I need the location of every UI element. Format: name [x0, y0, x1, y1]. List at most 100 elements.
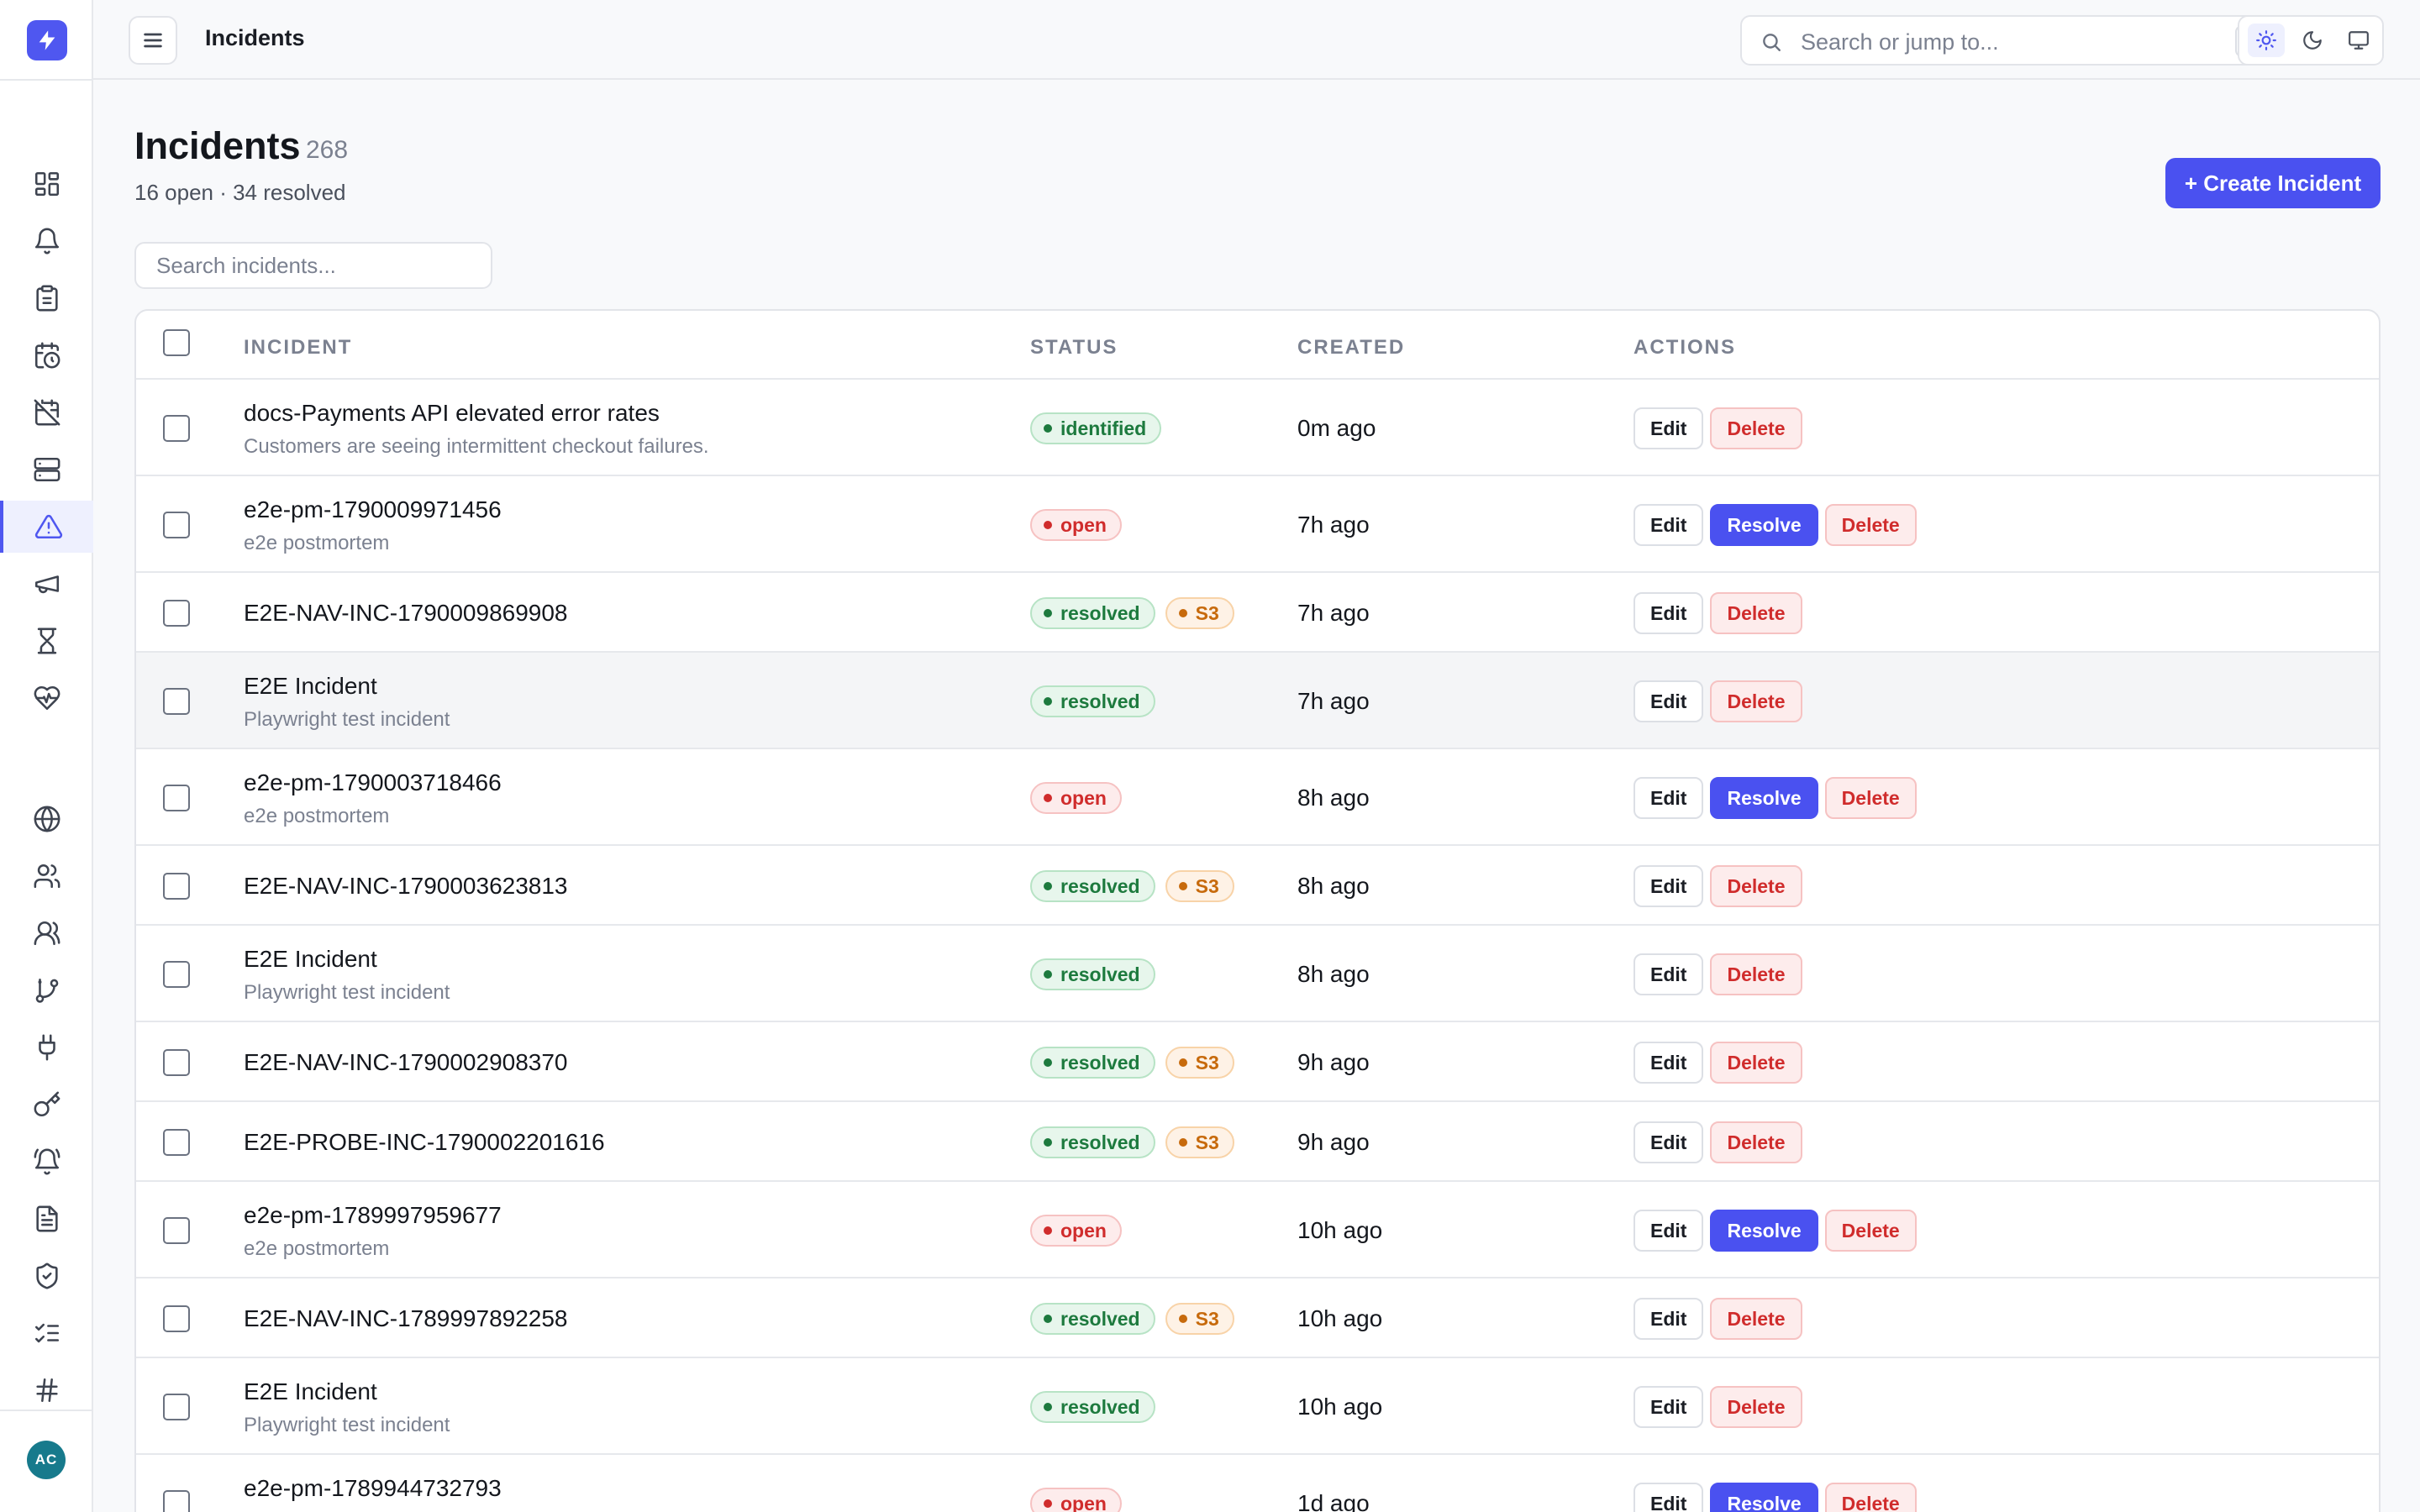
delete-button[interactable]: Delete: [1710, 865, 1802, 907]
nav-teams[interactable]: [0, 907, 93, 959]
row-checkbox[interactable]: [163, 512, 190, 538]
delete-button[interactable]: Delete: [1824, 504, 1917, 546]
edit-button[interactable]: Edit: [1634, 504, 1704, 546]
theme-light-button[interactable]: [2248, 24, 2285, 57]
row-checkbox[interactable]: [163, 1049, 190, 1076]
nav-schedules[interactable]: [0, 329, 93, 381]
nav-notifications[interactable]: [0, 1136, 93, 1188]
row-checkbox[interactable]: [163, 1305, 190, 1332]
nav-checklists[interactable]: [0, 1307, 93, 1359]
edit-button[interactable]: Edit: [1634, 1298, 1704, 1340]
delete-button[interactable]: Delete: [1710, 1386, 1802, 1428]
edit-button[interactable]: Edit: [1634, 777, 1704, 819]
table-row[interactable]: E2E-PROBE-INC-1790002201616 resolved S3 9h …: [136, 1102, 2379, 1182]
incident-name[interactable]: E2E Incident: [244, 673, 377, 699]
avatar[interactable]: AC: [27, 1441, 66, 1479]
table-row[interactable]: docs-Payments API elevated error rates Cu…: [136, 380, 2379, 476]
incident-name[interactable]: E2E-NAV-INC-1789997892258: [244, 1305, 568, 1331]
incident-name[interactable]: e2e-pm-1790009971456: [244, 496, 502, 522]
edit-button[interactable]: Edit: [1634, 1042, 1704, 1084]
table-row[interactable]: e2e-pm-1790003718466 e2e postmortem open 8h…: [136, 749, 2379, 846]
row-checkbox[interactable]: [163, 785, 190, 811]
table-row[interactable]: E2E-NAV-INC-1790003623813 resolved S3 8h ag…: [136, 846, 2379, 926]
table-row[interactable]: E2E-NAV-INC-1790009869908 resolved S3 7h ag…: [136, 573, 2379, 653]
incident-name[interactable]: E2E-NAV-INC-1790002908370: [244, 1049, 568, 1075]
row-checkbox[interactable]: [163, 1394, 190, 1420]
select-all-checkbox[interactable]: [163, 329, 190, 356]
nav-users[interactable]: [0, 850, 93, 902]
row-checkbox[interactable]: [163, 1129, 190, 1156]
edit-button[interactable]: Edit: [1634, 592, 1704, 634]
row-checkbox[interactable]: [163, 415, 190, 442]
nav-announcements[interactable]: [0, 558, 93, 610]
nav-status-pages[interactable]: [0, 793, 93, 845]
nav-postmortems[interactable]: [0, 1193, 93, 1245]
row-checkbox[interactable]: [163, 1490, 190, 1512]
delete-button[interactable]: Delete: [1824, 1210, 1917, 1252]
incident-name[interactable]: e2e-pm-1789944732793: [244, 1475, 502, 1501]
nav-services[interactable]: [0, 444, 93, 496]
delete-button[interactable]: Delete: [1710, 1042, 1802, 1084]
incident-name[interactable]: E2E-PROBE-INC-1790002201616: [244, 1129, 605, 1155]
nav-api-keys[interactable]: [0, 1079, 93, 1131]
edit-button[interactable]: Edit: [1634, 865, 1704, 907]
delete-button[interactable]: Delete: [1710, 680, 1802, 722]
incident-name[interactable]: E2E-NAV-INC-1790003623813: [244, 873, 568, 899]
incident-name[interactable]: docs-Payments API elevated error rates: [244, 400, 660, 426]
nav-integrations[interactable]: [0, 1021, 93, 1074]
edit-button[interactable]: Edit: [1634, 953, 1704, 995]
row-checkbox[interactable]: [163, 1217, 190, 1244]
edit-button[interactable]: Edit: [1634, 1210, 1704, 1252]
row-checkbox[interactable]: [163, 961, 190, 988]
delete-button[interactable]: Delete: [1710, 953, 1802, 995]
nav-timers[interactable]: [0, 615, 93, 667]
delete-button[interactable]: Delete: [1710, 1298, 1802, 1340]
row-checkbox[interactable]: [163, 873, 190, 900]
delete-button[interactable]: Delete: [1824, 1483, 1917, 1512]
row-checkbox[interactable]: [163, 600, 190, 627]
incident-name[interactable]: E2E Incident: [244, 1378, 377, 1404]
resolve-button[interactable]: Resolve: [1710, 1210, 1818, 1252]
row-checkbox[interactable]: [163, 688, 190, 715]
incident-name[interactable]: E2E Incident: [244, 946, 377, 972]
table-row[interactable]: e2e-pm-1789944732793 e2e postmortem open 1d…: [136, 1455, 2379, 1512]
table-row[interactable]: E2E Incident Playwright test incident reso…: [136, 653, 2379, 749]
create-incident-button[interactable]: + Create Incident: [2165, 158, 2381, 208]
logo[interactable]: [27, 20, 67, 60]
menu-toggle-button[interactable]: [129, 16, 177, 65]
global-search-input[interactable]: Search or jump to... ⌘K: [1740, 15, 2305, 66]
table-row[interactable]: E2E Incident Playwright test incident reso…: [136, 1358, 2379, 1455]
nav-incidents[interactable]: [0, 501, 93, 553]
incident-search-input[interactable]: Search incidents...: [134, 242, 492, 289]
delete-button[interactable]: Delete: [1710, 1121, 1802, 1163]
delete-button[interactable]: Delete: [1710, 407, 1802, 449]
edit-button[interactable]: Edit: [1634, 1121, 1704, 1163]
nav-maintenance[interactable]: [0, 386, 93, 438]
edit-button[interactable]: Edit: [1634, 1386, 1704, 1428]
resolve-button[interactable]: Resolve: [1710, 504, 1818, 546]
nav-channels[interactable]: [0, 1364, 93, 1416]
delete-button[interactable]: Delete: [1824, 777, 1917, 819]
edit-button[interactable]: Edit: [1634, 680, 1704, 722]
incident-name[interactable]: e2e-pm-1789997959677: [244, 1202, 502, 1228]
nav-alerts[interactable]: [0, 215, 93, 267]
theme-dark-button[interactable]: [2294, 24, 2331, 57]
delete-button[interactable]: Delete: [1710, 592, 1802, 634]
incident-name[interactable]: e2e-pm-1790003718466: [244, 769, 502, 795]
edit-button[interactable]: Edit: [1634, 407, 1704, 449]
table-row[interactable]: e2e-pm-1789997959677 e2e postmortem open 10…: [136, 1182, 2379, 1278]
resolve-button[interactable]: Resolve: [1710, 777, 1818, 819]
table-row[interactable]: E2E-NAV-INC-1789997892258 resolved S3 10h a…: [136, 1278, 2379, 1358]
nav-workflows[interactable]: [0, 964, 93, 1016]
table-row[interactable]: E2E-NAV-INC-1790002908370 resolved S3 9h ag…: [136, 1022, 2379, 1102]
nav-health[interactable]: [0, 672, 93, 724]
nav-tasks[interactable]: [0, 272, 93, 324]
resolve-button[interactable]: Resolve: [1710, 1483, 1818, 1512]
incident-name[interactable]: E2E-NAV-INC-1790009869908: [244, 600, 568, 626]
table-row[interactable]: e2e-pm-1790009971456 e2e postmortem open 7h…: [136, 476, 2379, 573]
edit-button[interactable]: Edit: [1634, 1483, 1704, 1512]
table-row[interactable]: E2E Incident Playwright test incident reso…: [136, 926, 2379, 1022]
nav-dashboard[interactable]: [0, 158, 93, 210]
theme-system-button[interactable]: [2340, 24, 2377, 57]
nav-security[interactable]: [0, 1250, 93, 1302]
